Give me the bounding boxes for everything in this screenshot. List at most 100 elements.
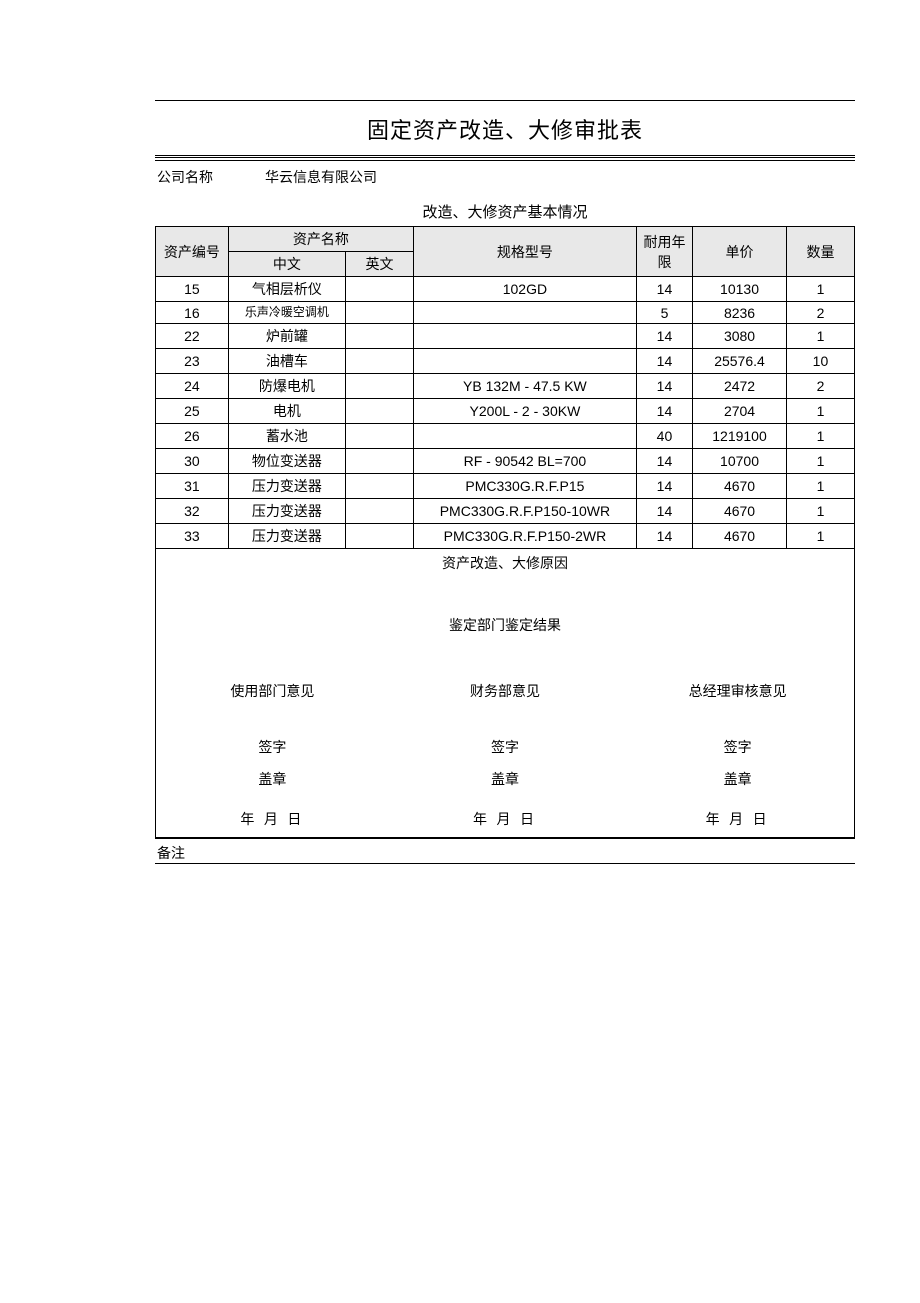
cell-spec: PMC330G.R.F.P15 <box>414 474 637 499</box>
cell-price: 1219100 <box>693 424 787 449</box>
cell-spec: Y200L - 2 - 30KW <box>414 399 637 424</box>
cell-en <box>345 524 413 549</box>
cell-cn: 乐声冷暖空调机 <box>228 302 345 324</box>
approval-row: 使用部门意见 签字 盖章 年 月 日 财务部意见 签字 盖章 年 月 日 总经理… <box>156 671 854 837</box>
cell-qty: 1 <box>786 499 854 524</box>
gm-sign: 签字 <box>627 731 848 763</box>
cell-spec: YB 132M - 47.5 KW <box>414 374 637 399</box>
cell-en <box>345 324 413 349</box>
cell-cn: 压力变送器 <box>228 474 345 499</box>
cell-life: 14 <box>636 399 692 424</box>
cell-qty: 1 <box>786 449 854 474</box>
table-row: 24防爆电机YB 132M - 47.5 KW1424722 <box>156 374 855 399</box>
cell-en <box>345 449 413 474</box>
dept-date: 年 月 日 <box>162 795 383 829</box>
cell-cn: 气相层析仪 <box>228 277 345 302</box>
cell-spec <box>414 349 637 374</box>
cell-cn: 压力变送器 <box>228 499 345 524</box>
verify-title: 鉴定部门鉴定结果 <box>156 605 854 641</box>
table-header-row-1: 资产编号 资产名称 规格型号 耐用年限 单价 数量 <box>156 227 855 252</box>
cell-en <box>345 424 413 449</box>
cell-life: 14 <box>636 324 692 349</box>
cell-life: 40 <box>636 424 692 449</box>
cell-id: 30 <box>156 449 229 474</box>
header-asset-name: 资产名称 <box>228 227 413 252</box>
cell-life: 14 <box>636 277 692 302</box>
remark-label: 备注 <box>157 847 185 862</box>
cell-qty: 1 <box>786 474 854 499</box>
cell-en <box>345 499 413 524</box>
table-row: 31压力变送器 PMC330G.R.F.P151446701 <box>156 474 855 499</box>
cell-life: 14 <box>636 499 692 524</box>
cell-spec: PMC330G.R.F.P150-2WR <box>414 524 637 549</box>
cell-id: 26 <box>156 424 229 449</box>
cell-life: 14 <box>636 449 692 474</box>
cell-cn: 油槽车 <box>228 349 345 374</box>
cell-id: 22 <box>156 324 229 349</box>
cell-price: 25576.4 <box>693 349 787 374</box>
cell-spec <box>414 424 637 449</box>
remark-row: 备注 <box>155 838 855 864</box>
cell-price: 10130 <box>693 277 787 302</box>
cell-cn: 防爆电机 <box>228 374 345 399</box>
header-spec: 规格型号 <box>414 227 637 277</box>
section-title: 改造、大修资产基本情况 <box>155 193 855 226</box>
gm-opinion-heading: 总经理审核意见 <box>627 681 848 731</box>
cell-qty: 10 <box>786 349 854 374</box>
cell-cn: 炉前罐 <box>228 324 345 349</box>
table-row: 25电机Y200L - 2 - 30KW1427041 <box>156 399 855 424</box>
cell-qty: 2 <box>786 302 854 324</box>
cell-life: 5 <box>636 302 692 324</box>
dept-opinion-heading: 使用部门意见 <box>162 681 383 731</box>
cell-price: 2472 <box>693 374 787 399</box>
cell-life: 14 <box>636 524 692 549</box>
cell-id: 15 <box>156 277 229 302</box>
table-row: 33压力变送器PMC330G.R.F.P150-2WR1446701 <box>156 524 855 549</box>
cell-price: 4670 <box>693 474 787 499</box>
cell-qty: 2 <box>786 374 854 399</box>
gm-opinion-col: 总经理审核意见 签字 盖章 年 月 日 <box>621 671 854 837</box>
cell-en <box>345 474 413 499</box>
header-name-en: 英文 <box>345 252 413 277</box>
asset-tbody: 15气相层析仪102GD1410130116乐声冷暖空调机58236222炉前罐… <box>156 277 855 549</box>
cell-price: 8236 <box>693 302 787 324</box>
finance-opinion-col: 财务部意见 签字 盖章 年 月 日 <box>389 671 622 837</box>
cell-qty: 1 <box>786 399 854 424</box>
cell-en <box>345 399 413 424</box>
header-price: 单价 <box>693 227 787 277</box>
cell-price: 10700 <box>693 449 787 474</box>
cell-price: 4670 <box>693 524 787 549</box>
header-asset-id: 资产编号 <box>156 227 229 277</box>
table-row: 15气相层析仪102GD14101301 <box>156 277 855 302</box>
cell-qty: 1 <box>786 324 854 349</box>
cell-id: 32 <box>156 499 229 524</box>
approval-form: 固定资产改造、大修审批表 公司名称 华云信息有限公司 改造、大修资产基本情况 资… <box>155 100 855 864</box>
cell-qty: 1 <box>786 524 854 549</box>
cell-id: 31 <box>156 474 229 499</box>
gm-date: 年 月 日 <box>627 795 848 829</box>
dept-sign: 签字 <box>162 731 383 763</box>
cell-life: 14 <box>636 474 692 499</box>
cell-price: 4670 <box>693 499 787 524</box>
table-row: 32压力变送器PMC330G.R.F.P150-10WR1446701 <box>156 499 855 524</box>
header-name-cn: 中文 <box>228 252 345 277</box>
cell-price: 2704 <box>693 399 787 424</box>
finance-date: 年 月 日 <box>395 795 616 829</box>
cell-life: 14 <box>636 374 692 399</box>
reason-body <box>156 575 854 605</box>
cell-en <box>345 374 413 399</box>
dept-stamp: 盖章 <box>162 763 383 795</box>
title-underline <box>155 155 855 158</box>
form-title: 固定资产改造、大修审批表 <box>155 101 855 155</box>
cell-en <box>345 349 413 374</box>
cell-spec: 102GD <box>414 277 637 302</box>
dept-opinion-col: 使用部门意见 签字 盖章 年 月 日 <box>156 671 389 837</box>
table-row: 30物位变送器RF - 90542 BL=70014107001 <box>156 449 855 474</box>
finance-stamp: 盖章 <box>395 763 616 795</box>
cell-cn: 电机 <box>228 399 345 424</box>
cell-cn: 物位变送器 <box>228 449 345 474</box>
company-value: 华云信息有限公司 <box>255 167 855 187</box>
cell-id: 33 <box>156 524 229 549</box>
table-row: 26蓄水池4012191001 <box>156 424 855 449</box>
cell-spec <box>414 324 637 349</box>
